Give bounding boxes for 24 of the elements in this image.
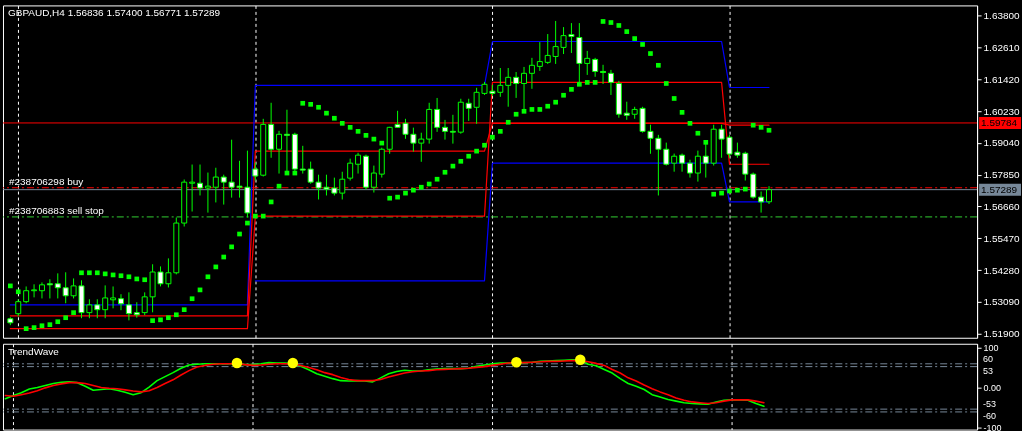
y-tick-label: 1.59040 <box>983 137 1021 149</box>
ref-line-label: #238706883 sell stop <box>8 204 105 216</box>
y-tick-label: 1.53090 <box>983 296 1021 308</box>
y-tick-label: 1.51900 <box>983 328 1021 340</box>
y-tick-label: -100 <box>983 423 1002 431</box>
ref-line-label: 53 <box>983 365 994 376</box>
ref-line-label: 1.59784 <box>981 116 1018 128</box>
y-tick-label: 1.54280 <box>983 264 1021 276</box>
y-tick-label: 0.00 <box>983 383 1002 394</box>
y-tick-label: 100 <box>983 343 999 354</box>
y-tick-label: 1.60230 <box>983 105 1021 117</box>
ref-line-label: -53 <box>983 399 997 410</box>
chart-title: GBPAUD,H4 1.56836 1.57400 1.56771 1.57289 <box>7 7 221 19</box>
ref-line-label: #238706298 buy <box>8 175 84 187</box>
y-tick-label: 1.57850 <box>983 169 1021 181</box>
y-tick-label: 1.61420 <box>983 73 1021 85</box>
y-tick-label: 1.55470 <box>983 232 1021 244</box>
ref-line-label: 60 <box>983 353 994 364</box>
chart-title: TrendWave <box>7 345 60 357</box>
ref-line-label: -60 <box>983 410 997 421</box>
y-tick-label: 1.56660 <box>983 200 1021 212</box>
ref-line-label: 1.57289 <box>981 183 1018 195</box>
y-tick-label: 1.63800 <box>983 10 1021 22</box>
y-tick-label: 1.62610 <box>983 41 1021 53</box>
